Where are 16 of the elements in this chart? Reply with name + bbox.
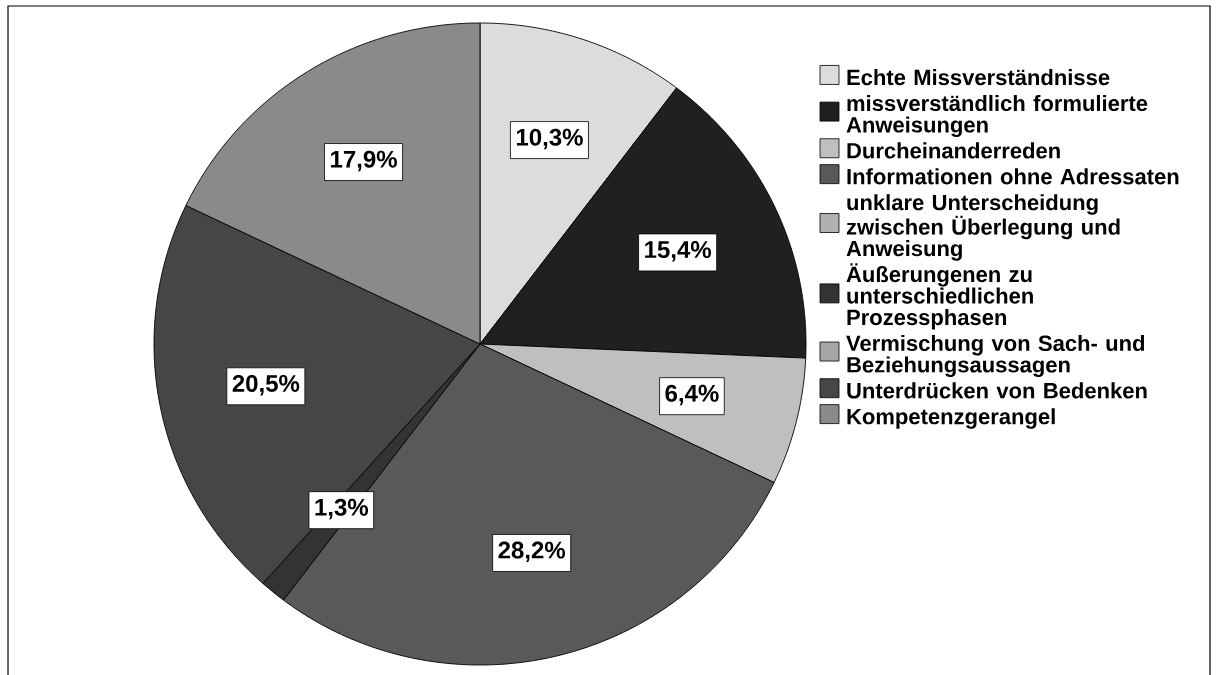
legend-label: Durcheinanderreden: [847, 142, 1060, 159]
legend-label: Informationen ohne Adressaten: [847, 168, 1179, 185]
data-label: 28,2%: [498, 541, 566, 563]
data-label: 1,3%: [315, 498, 369, 520]
data-label: 10,3%: [516, 128, 583, 150]
legend-label: Unterdrücken von Bedenken: [847, 382, 1147, 399]
legend-label: Kompetenzgerangel: [847, 408, 1055, 429]
data-label: 15,4%: [645, 241, 712, 262]
data-label: 20,5%: [232, 374, 300, 396]
legend-label: Echte Missverständnisse: [847, 69, 1110, 86]
legend-label: unklare Unterscheidung zwischen Überlegung und Anweisung: [846, 194, 1120, 261]
data-label: 17,9%: [331, 150, 397, 172]
data-label: 6,4%: [665, 384, 719, 406]
legend-label: Äußerungenen zu unterschiedlichen Prozessphasen: [846, 263, 1033, 330]
legend-label: missverständlich formulierte Anweisungen: [846, 94, 1148, 138]
legend-label: Vermischung von Sach- und Beziehungsaussagen: [846, 334, 1145, 378]
